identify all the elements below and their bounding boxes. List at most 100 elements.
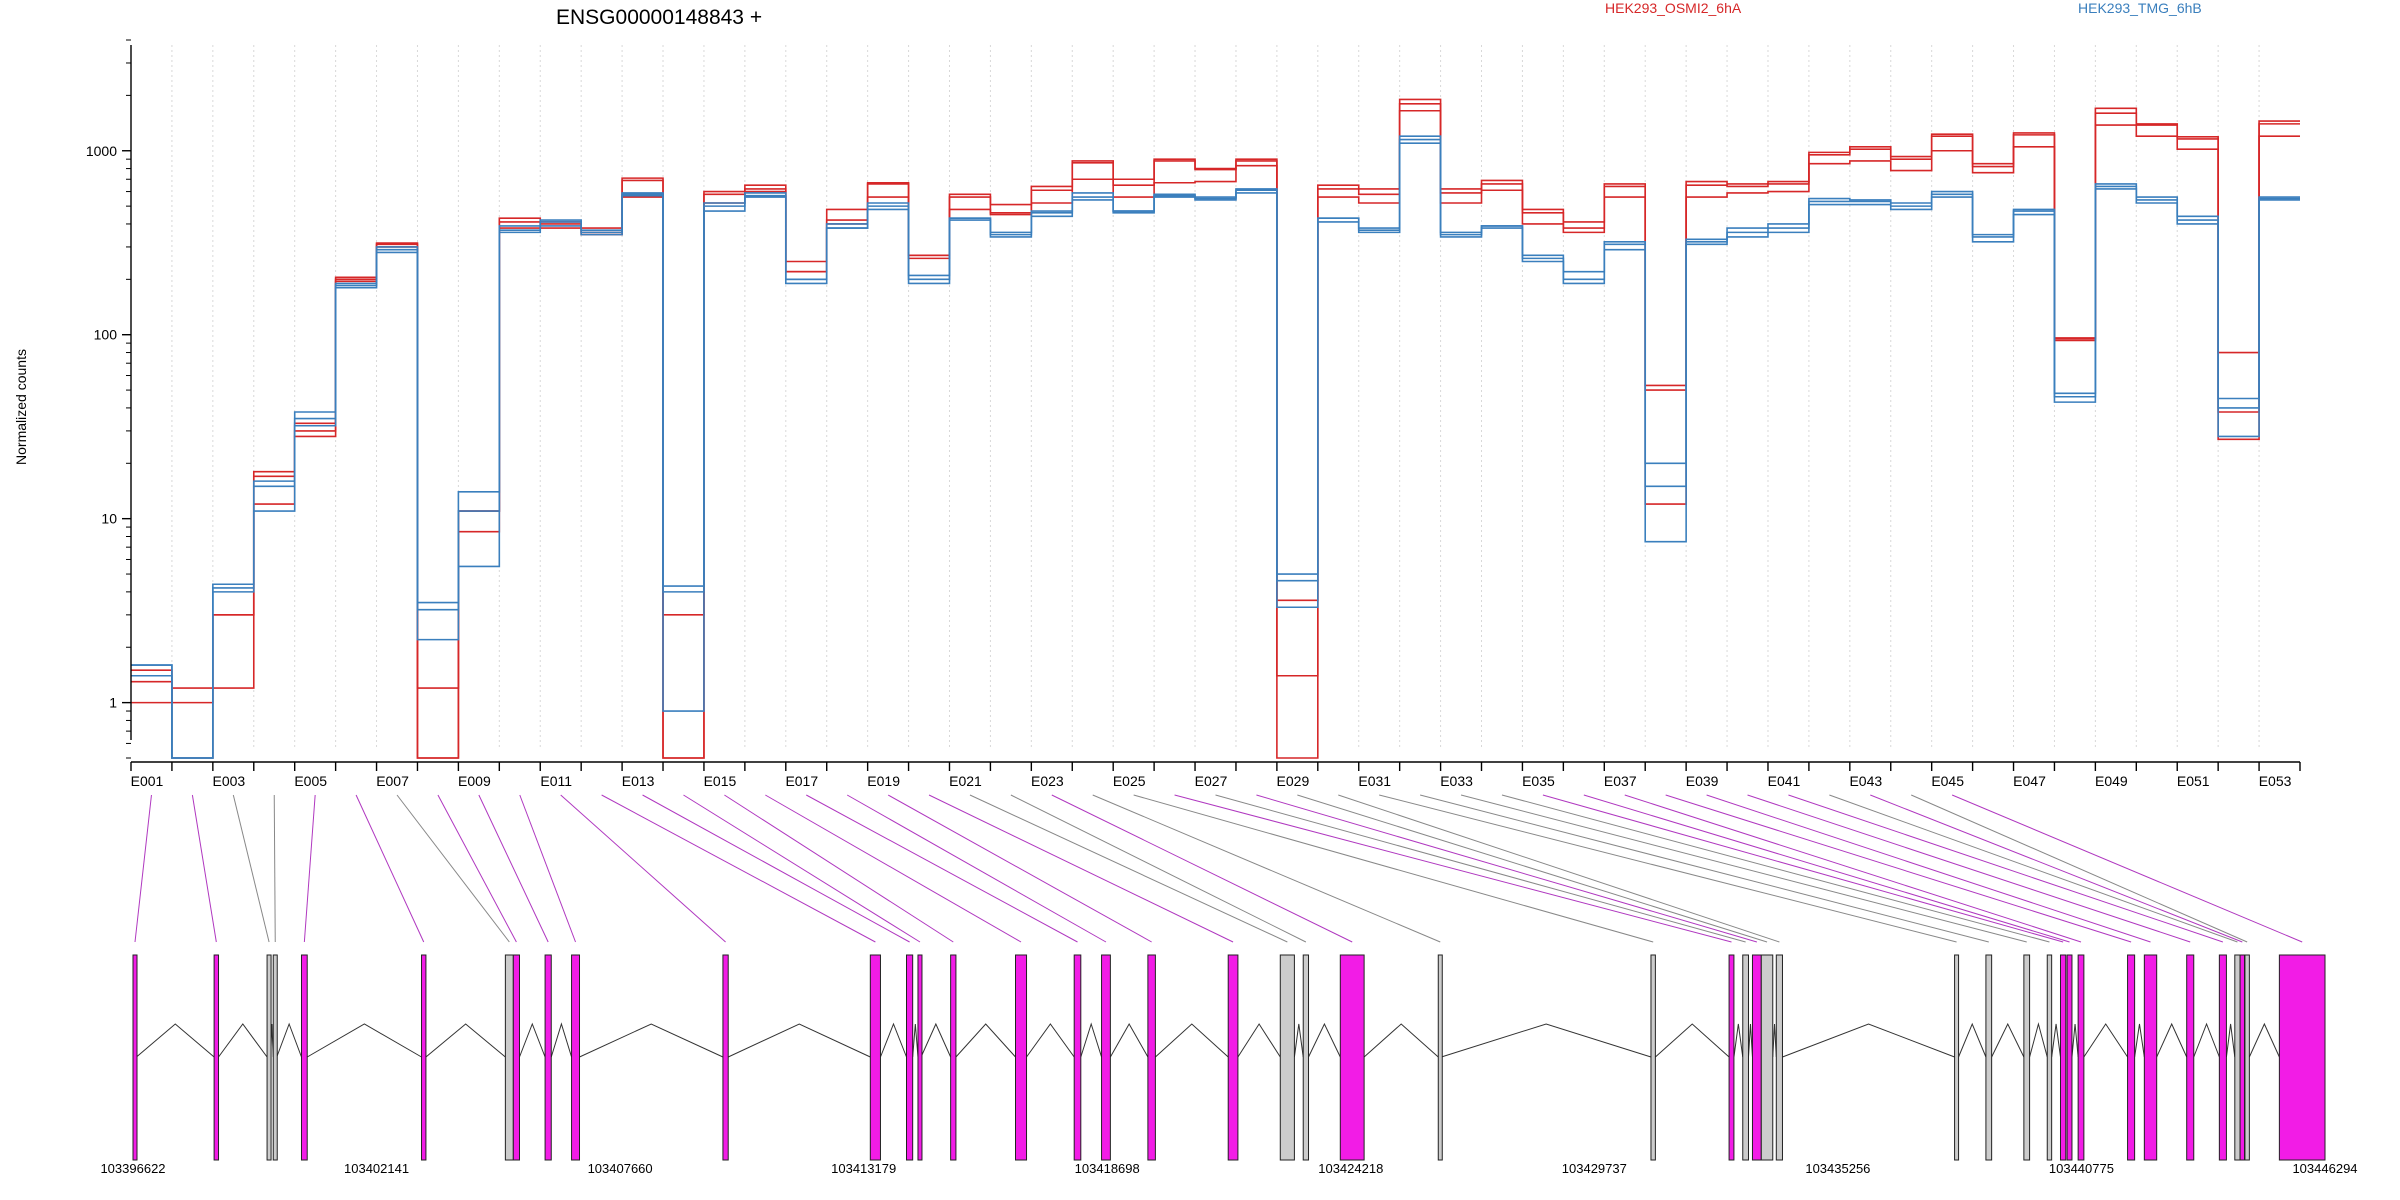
intron-line	[1109, 1022, 1149, 1058]
intron-line	[1026, 1023, 1075, 1058]
exon-block	[722, 954, 729, 1161]
exon-block	[2023, 954, 2031, 1161]
intron-line	[1772, 1023, 1777, 1058]
exon-connector	[1338, 794, 1780, 943]
exon-block	[213, 954, 220, 1161]
legend-entry-tmg: HEK293_TMG_6hB	[2078, 0, 2202, 16]
intron-line	[550, 1022, 573, 1058]
x-tick-label: E015	[704, 773, 737, 789]
exon-connector	[1951, 794, 2303, 943]
exon-block	[2143, 954, 2158, 1161]
intron-line	[1958, 1022, 1987, 1058]
exon-connector	[273, 794, 276, 943]
exon-connector	[1051, 794, 1353, 943]
exon-connector	[355, 794, 425, 943]
exon-block	[1279, 954, 1295, 1161]
exon-block	[1760, 954, 1774, 1161]
intron-line	[276, 1022, 302, 1058]
exon-connector	[519, 794, 576, 943]
exon-block	[1015, 954, 1028, 1161]
exon-block	[2244, 954, 2250, 1161]
exon-connector	[724, 794, 954, 943]
exon-block	[512, 954, 520, 1161]
series-line	[131, 109, 2300, 759]
intron-line	[1237, 1023, 1281, 1058]
exon-block	[1302, 954, 1310, 1161]
series-line	[131, 138, 2300, 759]
exon-connector	[642, 794, 910, 943]
series-lines	[131, 98, 2300, 759]
genomic-coordinate-label: 103424218	[1318, 1161, 1383, 1176]
genomic-coordinate-label: 103407660	[588, 1161, 653, 1176]
exon-block	[917, 954, 923, 1161]
exon-connector	[1010, 794, 1307, 943]
exon-connector	[806, 794, 1078, 943]
intron-line	[1363, 1023, 1439, 1058]
exon-block	[2234, 954, 2241, 1161]
exon-connector	[969, 794, 1288, 943]
exon-block	[1985, 954, 1993, 1161]
exon-block	[1650, 954, 1656, 1161]
exon-connector	[560, 794, 726, 943]
gene-model: 103396622 103402141 103407660 103413179 1034…	[100, 954, 2358, 1176]
exon-connector	[1297, 794, 1768, 943]
x-tick-label: E047	[2013, 773, 2046, 789]
x-tick-label: E003	[212, 773, 245, 789]
y-tick-label: 1000	[86, 143, 117, 159]
exon-block	[132, 954, 138, 1161]
intron-line	[1747, 1023, 1753, 1058]
intron-line	[579, 1023, 724, 1058]
exon-connector	[1665, 794, 2132, 943]
exon-connector	[303, 794, 316, 943]
x-tick-label: E051	[2177, 773, 2210, 789]
intron-line	[306, 1023, 422, 1058]
x-tick-label: E023	[1031, 773, 1064, 789]
exon-connector	[1133, 794, 1654, 943]
exon-connector	[1911, 794, 2248, 943]
intron-line	[1080, 1022, 1103, 1058]
exon-connector	[846, 794, 1107, 943]
intron-line	[1655, 1023, 1730, 1058]
exon-block	[1101, 954, 1111, 1161]
intron-line	[2156, 1022, 2188, 1058]
intron-line	[920, 1022, 952, 1058]
exon-block	[950, 954, 957, 1161]
series-line	[131, 135, 2300, 759]
intron-line	[912, 1023, 919, 1058]
x-tick-label: E017	[785, 773, 818, 789]
exon-block	[504, 954, 514, 1161]
exon-block	[2278, 954, 2326, 1161]
intron-line	[2248, 1022, 2280, 1058]
exon-block	[544, 954, 552, 1161]
exon-connector	[191, 794, 217, 943]
x-tick-label: E033	[1440, 773, 1473, 789]
y-tick-label: 10	[101, 511, 117, 527]
exon-connector	[928, 794, 1234, 943]
exon-block	[1339, 954, 1365, 1161]
exon-block	[571, 954, 581, 1161]
exon-connector	[1583, 794, 2070, 943]
exon-block	[1751, 954, 1762, 1161]
exon-connector	[765, 794, 1022, 943]
exon-connector	[1215, 794, 1746, 943]
intron-line	[1293, 1023, 1304, 1058]
exon-connector	[1460, 794, 2027, 943]
exon-block	[300, 954, 308, 1161]
exon-block	[1728, 954, 1735, 1161]
intron-line	[136, 1023, 215, 1058]
exon-block	[2127, 954, 2136, 1161]
y-tick-label: 100	[94, 327, 118, 343]
x-tick-label: E041	[1768, 773, 1801, 789]
intron-line	[1991, 1022, 2025, 1058]
genomic-coordinate-label: 103435256	[1805, 1161, 1870, 1176]
exon-block	[2066, 954, 2073, 1161]
x-tick-label: E011	[540, 773, 572, 789]
exon-connector	[1542, 794, 2064, 943]
exon-connector	[1501, 794, 2050, 943]
exon-connector	[1419, 794, 1989, 943]
genomic-coordinate-label: 103396622	[100, 1161, 165, 1176]
exon-connector	[1747, 794, 2191, 943]
exon-connector	[232, 794, 270, 943]
exon-block	[1073, 954, 1082, 1161]
x-tick-label: E025	[1113, 773, 1146, 789]
